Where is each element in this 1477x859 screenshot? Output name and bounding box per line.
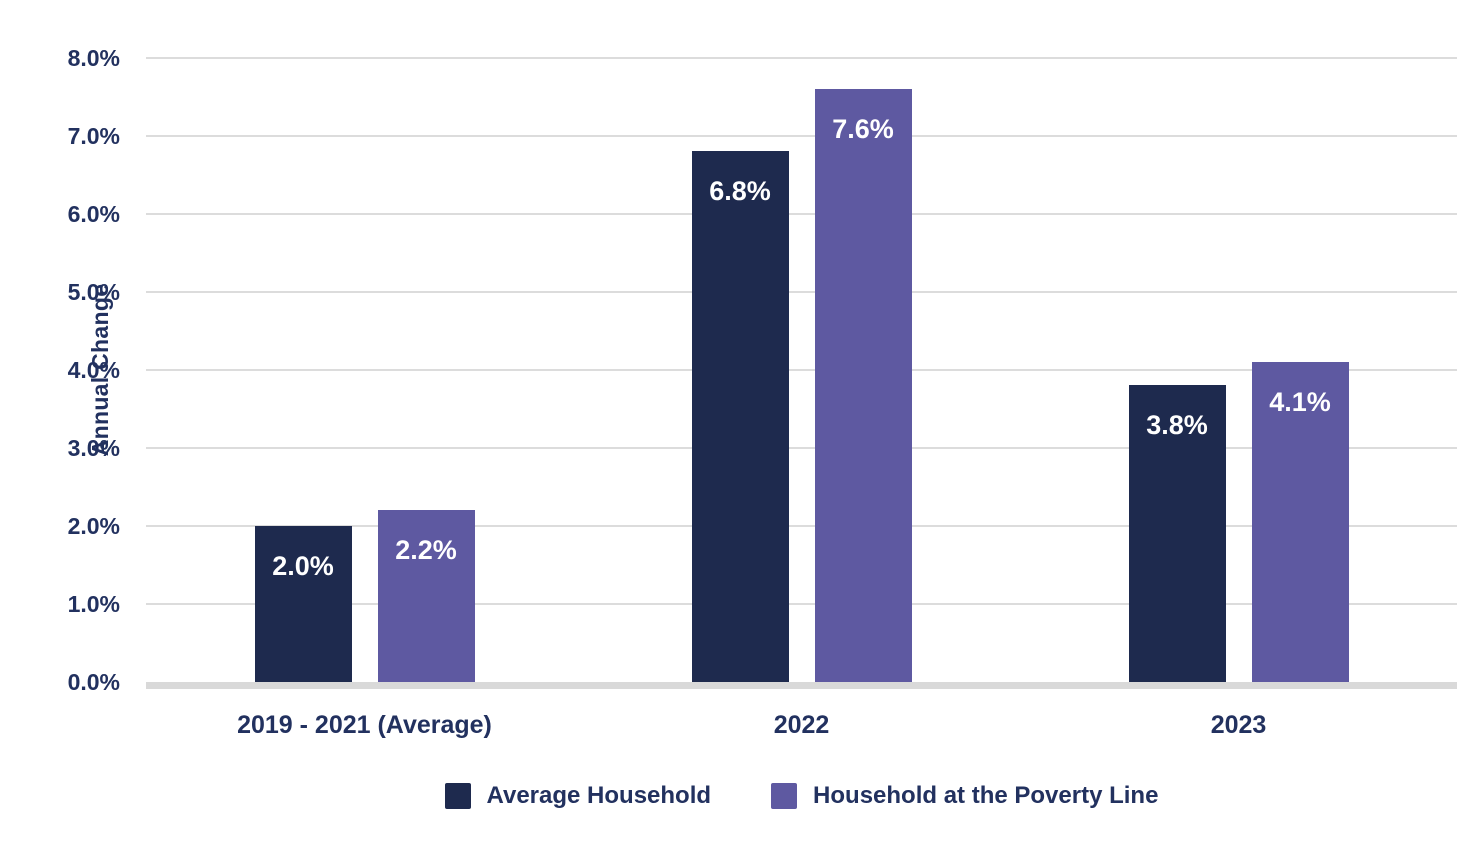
y-tick-label: 7.0% xyxy=(67,122,120,149)
bar-value-label: 6.8% xyxy=(709,176,771,207)
gridline xyxy=(146,524,1457,527)
bar-value-label: 7.6% xyxy=(832,113,894,144)
bar-poverty-line: 4.1% xyxy=(1251,361,1349,682)
legend-swatch xyxy=(444,783,471,809)
y-tick-label: 2.0% xyxy=(67,512,120,539)
bar-poverty-line: 7.6% xyxy=(814,88,912,682)
x-axis-category-label: 2023 xyxy=(1210,711,1267,739)
bar-average-household: 6.8% xyxy=(691,151,789,682)
x-axis-category-label: 2019 - 2021 (Average) xyxy=(237,711,492,739)
y-tick-label: 0.0% xyxy=(67,669,120,695)
y-tick-label: 3.0% xyxy=(67,434,120,461)
gridline xyxy=(146,56,1457,59)
chart-legend: Average Household Household at the Povert… xyxy=(146,782,1457,810)
y-tick-label: 4.0% xyxy=(67,356,120,383)
legend-item: Average Household xyxy=(444,782,712,810)
bar-poverty-line: 2.2% xyxy=(377,510,475,682)
gridline xyxy=(146,446,1457,449)
legend-swatch xyxy=(771,783,798,809)
x-axis-line xyxy=(146,682,1457,689)
legend-item: Household at the Poverty Line xyxy=(771,782,1158,810)
gridline xyxy=(146,290,1457,293)
y-tick-label: 5.0% xyxy=(67,278,120,305)
bar-value-label: 4.1% xyxy=(1269,386,1331,417)
y-tick-label: 6.0% xyxy=(67,200,120,227)
bar-average-household: 2.0% xyxy=(254,525,352,682)
bar-value-label: 2.2% xyxy=(395,535,457,566)
bar-average-household: 3.8% xyxy=(1128,385,1226,682)
bar-value-label: 3.8% xyxy=(1146,410,1208,441)
y-tick-label: 8.0% xyxy=(67,44,120,71)
y-tick-label: 1.0% xyxy=(67,590,120,617)
gridline xyxy=(146,602,1457,605)
gridline xyxy=(146,212,1457,215)
gridline xyxy=(146,368,1457,371)
gridline xyxy=(146,134,1457,137)
bar-value-label: 2.0% xyxy=(272,550,334,581)
legend-label: Household at the Poverty Line xyxy=(813,782,1159,809)
x-axis-category-label: 2022 xyxy=(773,711,830,739)
legend-label: Average Household xyxy=(486,782,712,809)
